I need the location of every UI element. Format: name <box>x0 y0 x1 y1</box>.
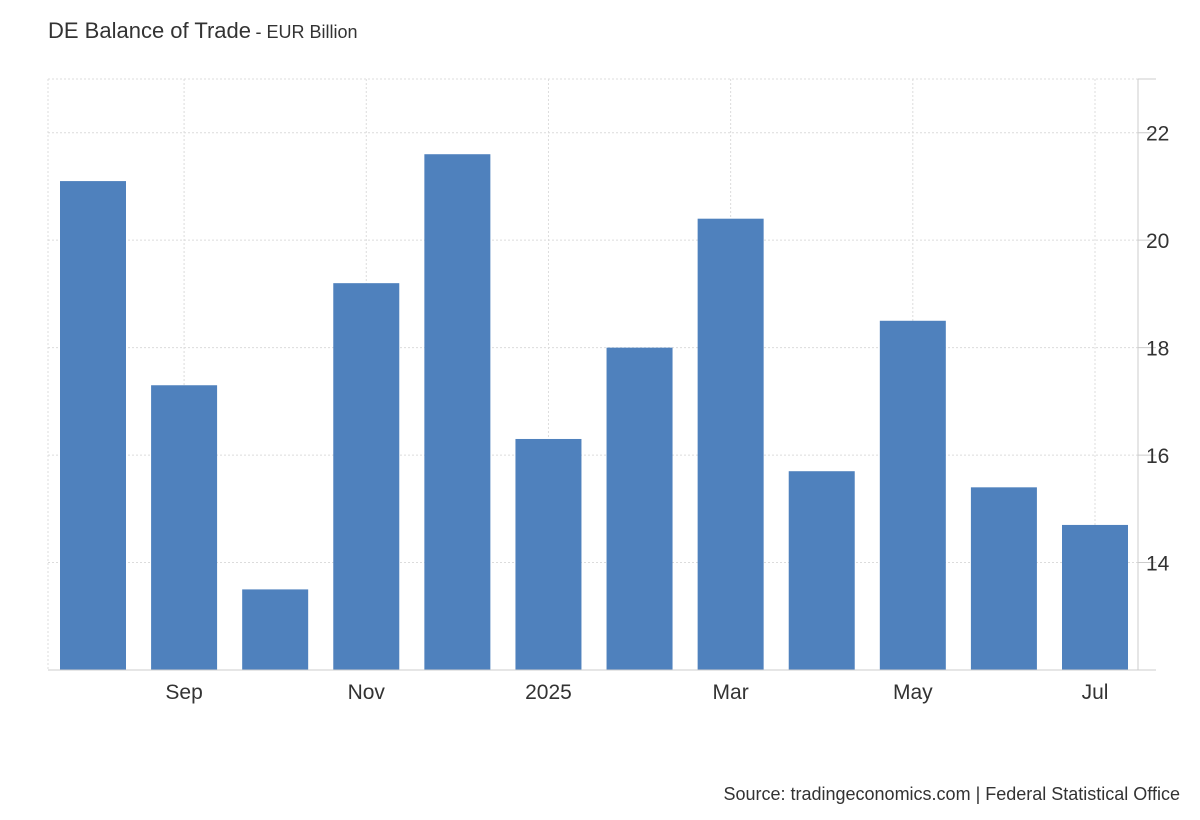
chart-subtitle: - EUR Billion <box>255 22 358 42</box>
bar-jul <box>1062 524 1128 670</box>
y-tick-label: 18 <box>1146 338 1169 361</box>
y-tick-label: 22 <box>1146 123 1169 146</box>
y-tick-label: 20 <box>1146 230 1169 253</box>
y-tick-labels: 14 16 18 20 22 <box>1146 123 1170 576</box>
bar-aug <box>60 181 126 670</box>
bar-2025 <box>515 438 582 670</box>
bar-feb <box>606 347 673 670</box>
bar-oct <box>242 589 309 670</box>
axes <box>48 78 1156 671</box>
x-tick-label: Mar <box>713 681 749 704</box>
bar-nov <box>333 283 400 670</box>
y-tick-label: 16 <box>1146 445 1169 468</box>
x-tick-label: Jul <box>1082 681 1109 704</box>
chart-header: DE Balance of Trade - EUR Billion <box>48 18 358 44</box>
x-tick-label: Sep <box>165 681 202 704</box>
x-tick-label: May <box>893 681 933 704</box>
bar-apr <box>788 471 855 670</box>
bar-mar <box>697 218 764 670</box>
x-tick-labels: Sep Nov 2025 Mar May Jul <box>165 681 1108 704</box>
source-credit: Source: tradingeconomics.com | Federal S… <box>723 784 1180 804</box>
x-tick-label: Nov <box>348 681 386 704</box>
bar-jun <box>970 487 1037 670</box>
bar-sep <box>151 385 218 670</box>
bar-may <box>879 320 946 670</box>
bar-dec <box>424 154 491 670</box>
bars <box>60 154 1128 670</box>
y-tick-label: 14 <box>1146 553 1170 576</box>
x-tick-label: 2025 <box>525 681 572 704</box>
chart-title: DE Balance of Trade <box>48 18 252 43</box>
